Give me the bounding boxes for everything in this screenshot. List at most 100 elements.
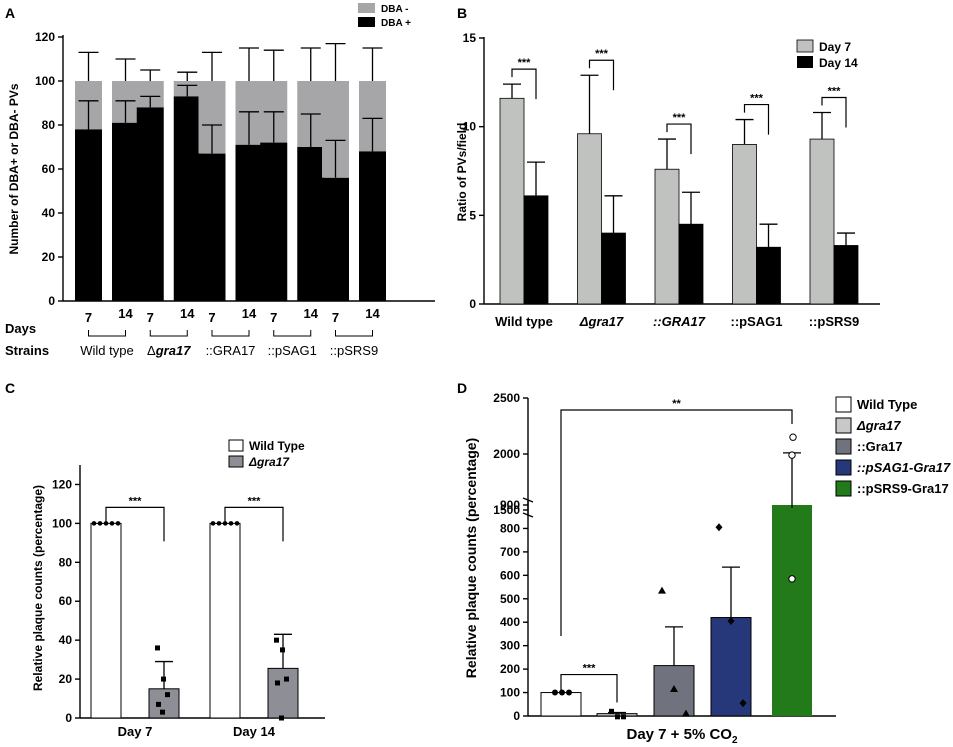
y-tick-label: 800 (500, 521, 520, 535)
y-axis-label: Ratio of PVs/field (455, 123, 469, 222)
data-point (788, 575, 796, 583)
strain-name: gra17 (155, 343, 191, 358)
axis-break-mark (522, 497, 534, 503)
strain-group-bracket (273, 330, 312, 337)
significance-bracket (224, 506, 284, 542)
y-tick-label: 60 (59, 594, 73, 608)
x-tick-label-day: 14 (242, 306, 257, 321)
legend-swatch-day7 (796, 39, 814, 53)
axis-break-mark (522, 512, 534, 518)
strain-group-bracket (88, 330, 126, 337)
data-point-wild-type (228, 521, 234, 526)
y-tick-label: 0 (513, 709, 520, 723)
y-tick-label: 20 (42, 250, 56, 264)
bar-day14 (678, 223, 704, 305)
y-tick-label: 80 (42, 118, 56, 132)
significance-label: *** (673, 112, 687, 124)
y-tick-label: 5 (469, 208, 476, 222)
legend-label: ::pSAG1-Gra17 (857, 460, 951, 475)
y-tick-label: 200 (500, 662, 520, 676)
significance-bracket (743, 103, 770, 135)
y-axis-label: Number of DBA+ or DBA- PVs (7, 83, 21, 254)
x-tick-label: Δgra17 (579, 314, 624, 329)
y-tick-label: 2500 (493, 391, 520, 405)
panel-a: A 0 20 40 60 80 100 120 Number of DBA+ or DBA- P… (5, 3, 435, 358)
y-tick-label: 10 (463, 120, 477, 134)
bar-dba-plus (359, 151, 386, 301)
legend-swatch (835, 459, 852, 476)
data-point (559, 689, 565, 696)
x-tick-label-day: 7 (147, 310, 154, 325)
bar-dba-plus (198, 153, 226, 301)
legend-swatch (835, 480, 852, 497)
x-tick-label: ::pSRS9 (809, 314, 860, 329)
bar-dba-plus (136, 107, 164, 302)
x-tick-label: ::GRA17 (653, 314, 706, 329)
data-point (621, 714, 626, 720)
data-point-wild-type (234, 521, 240, 526)
y-tick-label: 2000 (493, 447, 520, 461)
panel-c: C 0 20 40 60 80 100 120 Relative plaque counts (… (5, 380, 325, 739)
data-point-gra17 (274, 637, 279, 643)
significance-label: *** (248, 495, 262, 507)
x-tick-label: Day 14 (233, 724, 276, 739)
data-point-wild-type (115, 521, 121, 526)
significance-label: *** (583, 663, 597, 675)
x-axis-label: Day 7 + 5% CO2 (626, 726, 737, 746)
y-tick-label: 300 (500, 639, 520, 653)
bar-dba-plus (75, 129, 102, 301)
data-point (615, 714, 620, 720)
bar-lower-segment (772, 505, 812, 716)
legend-label: DBA - (381, 4, 408, 15)
y-tick-label: 100 (35, 74, 55, 88)
x-tick-label-day: 7 (270, 310, 277, 325)
strain-group-bracket (149, 330, 188, 337)
x-tick-label: Wild type (495, 314, 553, 329)
legend-swatch-dba-plus (358, 17, 375, 27)
y-tick-label: 500 (500, 592, 520, 606)
strain-group-bracket (211, 330, 250, 337)
data-point-gra17 (155, 645, 160, 651)
legend-swatch (835, 417, 852, 434)
legend-swatch-gra17 (228, 455, 244, 468)
data-point-gra17 (160, 709, 165, 715)
y-tick-label: 400 (500, 615, 520, 629)
data-point-gra17 (275, 680, 280, 686)
x-row-label-strains: Strains (5, 343, 49, 358)
significance-bracket (511, 68, 537, 100)
y-tick-label: 0 (48, 294, 55, 308)
data-point (739, 699, 747, 708)
significance-label: *** (595, 48, 609, 60)
y-tick-label: 120 (52, 477, 72, 491)
bar-day7 (654, 168, 680, 305)
panel-letter: A (5, 5, 15, 21)
significance-label: *** (518, 57, 532, 69)
data-point-gra17 (280, 647, 285, 653)
x-tick-label-day: 14 (365, 306, 380, 321)
strain-prefix: Δ (147, 343, 156, 358)
data-point (670, 685, 678, 693)
x-tick-label-day: 14 (304, 306, 319, 321)
legend-swatch-wild-type (228, 439, 244, 452)
y-tick-label: 0 (469, 297, 476, 311)
y-tick-label: 15 (463, 31, 477, 45)
data-point (789, 433, 797, 441)
data-point (658, 586, 666, 594)
y-tick-label: 1500 (493, 503, 520, 517)
y-tick-label: 900 (500, 498, 520, 512)
legend-label: ::Gra17 (857, 439, 903, 454)
y-tick-label: 0 (65, 711, 72, 725)
panel-b: B 0 5 10 15 Ratio of PVs/field *** Wild type ***… (455, 5, 880, 329)
x-strain-label: ::pSAG1 (268, 343, 317, 358)
y-tick-label: 40 (42, 206, 56, 220)
x-tick-label-day: 14 (118, 306, 133, 321)
data-point (552, 689, 558, 696)
panel-letter: C (5, 380, 15, 396)
x-tick-label-day: 7 (85, 310, 92, 325)
y-tick-label: 100 (52, 516, 72, 530)
data-point (727, 617, 735, 626)
bar-day14 (756, 246, 781, 305)
data-point-wild-type (210, 521, 216, 526)
y-tick-label: 80 (59, 555, 73, 569)
